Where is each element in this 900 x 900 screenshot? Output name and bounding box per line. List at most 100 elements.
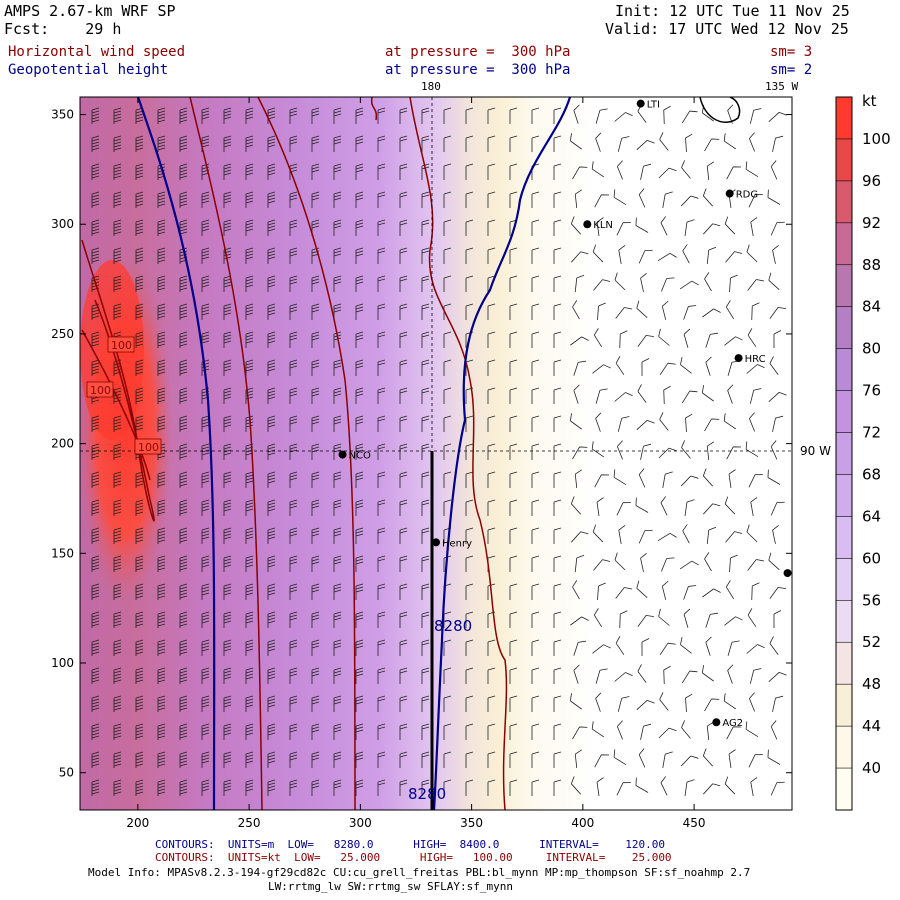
wind-barb bbox=[681, 160, 691, 179]
wind-barb bbox=[399, 751, 408, 768]
wind-barb bbox=[727, 384, 734, 404]
wind-barb bbox=[223, 331, 232, 348]
wind-barb bbox=[377, 527, 386, 544]
wind-barb bbox=[179, 219, 188, 236]
wind-barb bbox=[355, 331, 364, 348]
wind-barb bbox=[659, 362, 676, 376]
wind-barb bbox=[728, 749, 736, 768]
wind-barb bbox=[179, 191, 188, 208]
wind-barb bbox=[157, 583, 166, 600]
wind-barb bbox=[91, 191, 100, 208]
wind-barb bbox=[465, 499, 474, 516]
station-marker bbox=[432, 538, 440, 547]
wind-barb bbox=[333, 667, 342, 684]
wind-barb bbox=[157, 751, 166, 768]
wind-barb bbox=[399, 107, 408, 124]
wind-barb bbox=[157, 303, 166, 320]
wind-barb bbox=[157, 135, 166, 152]
wind-barb bbox=[615, 356, 625, 376]
wind-barb bbox=[443, 135, 452, 152]
legend-swatch bbox=[836, 474, 852, 517]
wind-barb bbox=[592, 364, 611, 374]
wind-barb bbox=[465, 751, 474, 768]
wind-barb bbox=[201, 499, 210, 516]
wind-barb bbox=[726, 446, 742, 460]
wind-barb bbox=[465, 135, 474, 152]
wind-barb bbox=[333, 247, 342, 264]
footer-contours-speed: CONTOURS: UNITS=kt LOW= 25.000 HIGH= 100… bbox=[155, 851, 672, 864]
wind-barb bbox=[679, 560, 699, 570]
wind-barb bbox=[635, 217, 649, 233]
wind-barb bbox=[591, 441, 605, 458]
wind-barb bbox=[91, 219, 100, 236]
field2-name: Geopotential height bbox=[8, 62, 169, 78]
wind-barb bbox=[531, 639, 540, 656]
wind-barb bbox=[223, 499, 232, 516]
wind-barb bbox=[553, 751, 562, 768]
wind-barb bbox=[570, 776, 581, 795]
wind-barb bbox=[157, 499, 166, 516]
wind-barb bbox=[245, 275, 254, 292]
wind-barb bbox=[399, 639, 408, 656]
wind-barb bbox=[767, 189, 781, 205]
wind-barb bbox=[333, 695, 342, 712]
wind-barb bbox=[725, 580, 735, 600]
wind-barb bbox=[772, 415, 784, 432]
wind-barb bbox=[487, 723, 496, 740]
footer-contours-height: CONTOURS: UNITS=m LOW= 8280.0 HIGH= 8400… bbox=[155, 838, 665, 851]
wind-barb bbox=[640, 272, 647, 292]
legend-swatch bbox=[836, 97, 852, 140]
wind-barb bbox=[267, 751, 276, 768]
wind-barb bbox=[704, 138, 720, 152]
wind-barb bbox=[157, 779, 166, 796]
wind-barb bbox=[245, 359, 254, 376]
wind-barb bbox=[553, 191, 562, 208]
wind-barb bbox=[728, 469, 736, 488]
wind-barb bbox=[553, 779, 562, 796]
wind-barb bbox=[157, 191, 166, 208]
wind-barbs bbox=[91, 104, 787, 796]
wind-barb bbox=[377, 723, 386, 740]
wind-barb bbox=[661, 300, 669, 320]
wind-barb bbox=[267, 359, 276, 376]
wind-barb bbox=[201, 583, 210, 600]
wind-barb bbox=[487, 275, 496, 292]
wind-barb bbox=[617, 416, 630, 432]
wind-barb bbox=[245, 527, 254, 544]
wind-barb bbox=[768, 272, 780, 290]
plot-frame bbox=[79, 96, 793, 811]
wind-barb bbox=[311, 135, 320, 152]
wind-barb bbox=[377, 471, 386, 488]
x-tick-label: 300 bbox=[349, 816, 372, 830]
wind-barb bbox=[748, 474, 763, 488]
wind-barb bbox=[91, 359, 100, 376]
wind-barb bbox=[465, 303, 474, 320]
wind-barb bbox=[135, 275, 144, 292]
wind-barb bbox=[333, 555, 342, 572]
wind-barb bbox=[706, 161, 715, 181]
wind-barb bbox=[616, 502, 631, 516]
wind-barb bbox=[91, 751, 100, 768]
wind-barb bbox=[682, 244, 690, 264]
wind-barb bbox=[333, 191, 342, 208]
wind-barb bbox=[289, 219, 298, 236]
speed-label-100a: 100 bbox=[111, 339, 132, 352]
wind-barb bbox=[267, 611, 276, 628]
wind-barb bbox=[487, 387, 496, 404]
wind-barb bbox=[750, 777, 758, 796]
wind-barb bbox=[201, 443, 210, 460]
wind-barb bbox=[619, 610, 628, 629]
wind-barb bbox=[683, 305, 697, 320]
wind-barb bbox=[663, 665, 671, 685]
wind-barb bbox=[157, 639, 166, 656]
wind-barb bbox=[333, 751, 342, 768]
wind-barb bbox=[223, 247, 232, 264]
wind-barb bbox=[772, 244, 779, 264]
wind-barb bbox=[421, 555, 430, 572]
wind-barb bbox=[574, 749, 583, 769]
wind-barb bbox=[421, 275, 430, 292]
wind-barb bbox=[682, 524, 690, 544]
wind-barb bbox=[113, 275, 122, 292]
wind-barb bbox=[772, 135, 784, 152]
legend-swatch bbox=[836, 432, 852, 475]
